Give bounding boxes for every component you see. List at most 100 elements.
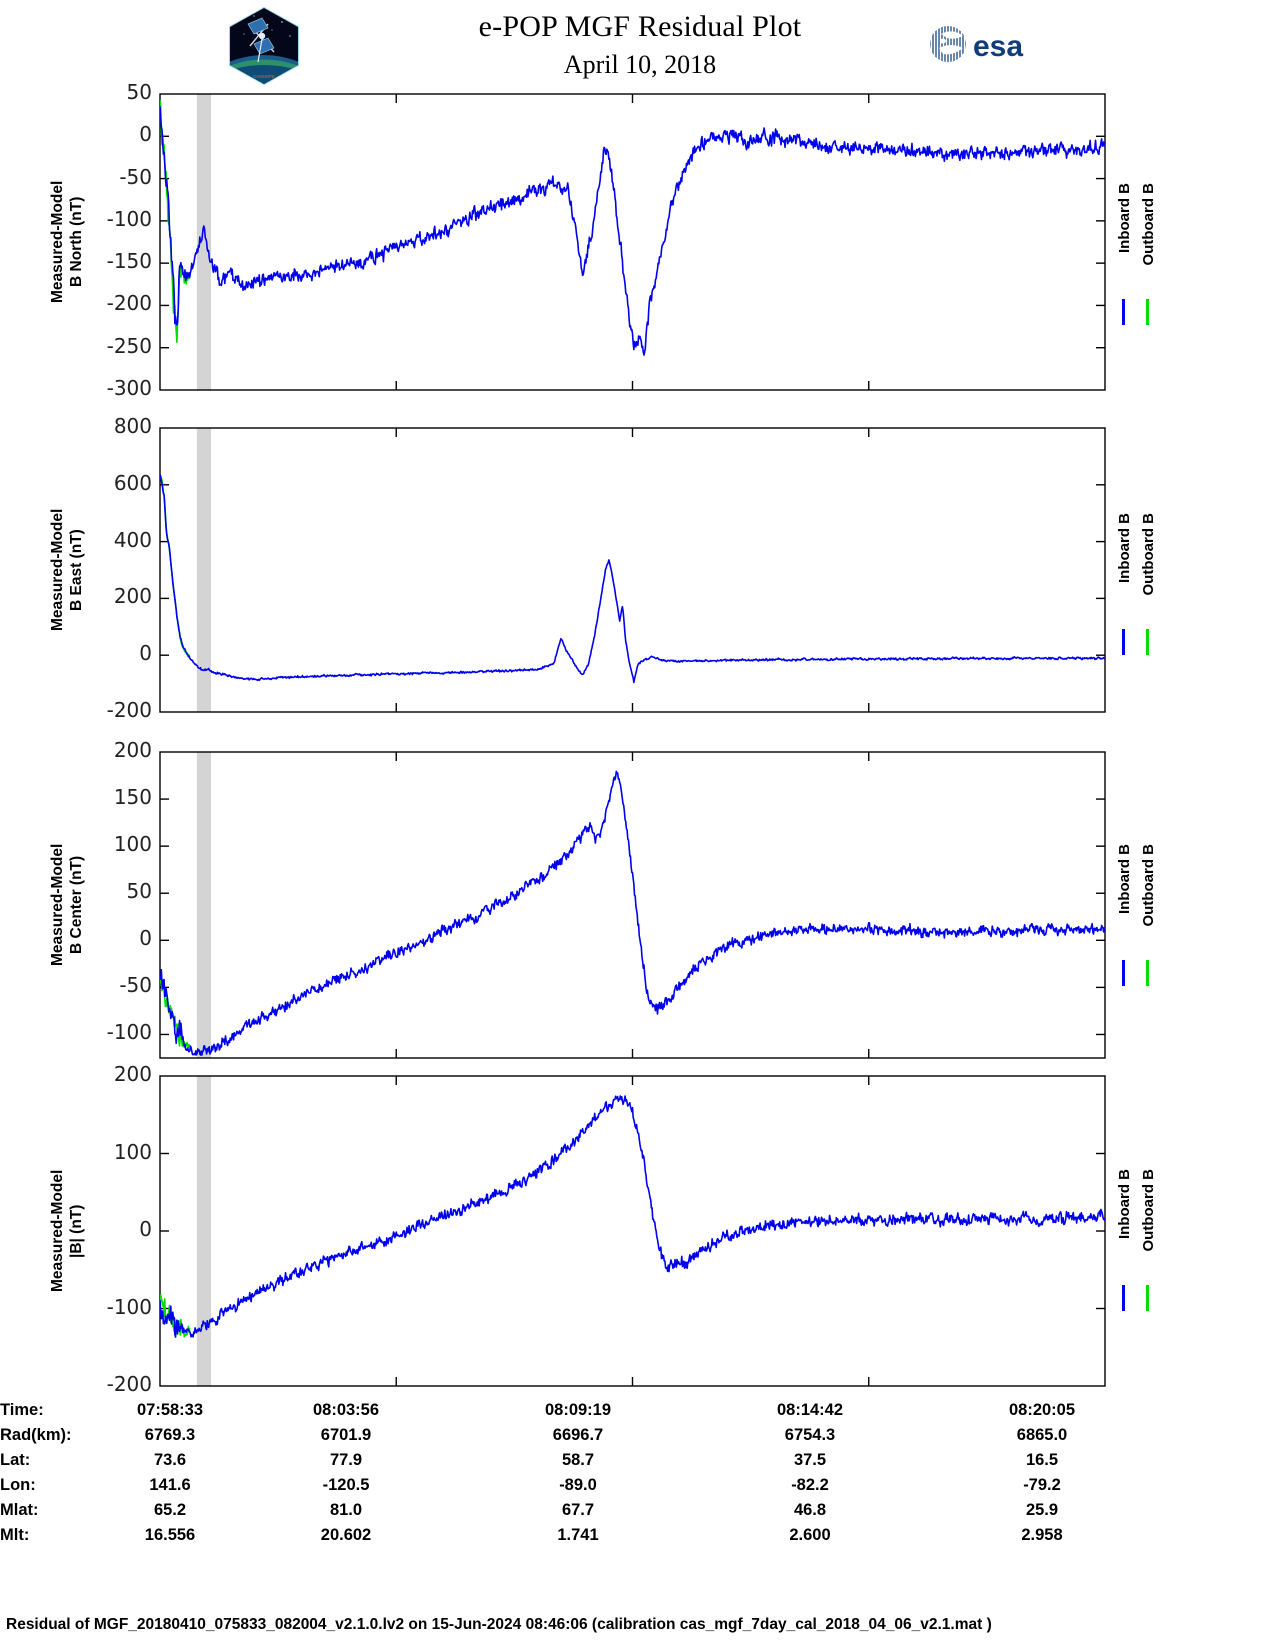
y-tick-label: 800 [113,414,152,438]
legend-swatch-inboard-b [1122,629,1125,656]
legend-label-inboard-b: Inboard B [1116,182,1133,253]
y-tick-label: 400 [113,527,152,552]
y-tick-label: 100 [113,1139,152,1164]
y-tick-label: 150 [113,785,152,810]
plot-frame [159,751,1106,1059]
table-row-label: Time: [0,1401,44,1419]
ephemeris-table: Time: 07:58:33 08:03:56 08:09:19 08:14:42 08:… [0,1398,1275,1548]
table-cell: -89.0 [559,1476,597,1494]
plot-frame [159,93,1106,391]
table-cell: 2.958 [1021,1526,1063,1544]
plot-area-panel-1 [159,93,1106,391]
shaded-time-band [196,1076,212,1386]
table-cell: 08:03:56 [312,1401,380,1419]
y-tick-label: 200 [113,738,152,762]
legend-swatch-outboard-b [1146,298,1149,325]
plot-frame [159,427,1106,713]
y-tick-label: 0 [139,926,152,951]
trace-inboard-b [160,770,1105,1056]
y-tick-label: -200 [106,1372,152,1396]
y-tick-label: 200 [113,584,152,609]
trace-inboard-b [160,474,1105,684]
table-cell: -120.5 [322,1476,370,1494]
y-tick-label: -100 [106,206,152,231]
shaded-time-band [196,428,212,712]
table-cell: 08:14:42 [776,1401,844,1419]
y-tick-label: -150 [106,249,152,274]
y-tick-label: 600 [113,470,152,495]
table-row: Rad(km): 6769.3 6701.9 6696.7 6754.3 6865.0 [0,1423,1158,1448]
page-subtitle: April 10, 2018 [563,50,717,79]
plot-frame [159,1075,1106,1387]
table-row-label: Mlt: [0,1526,30,1544]
table-cell: 16.556 [144,1526,196,1544]
y-tick-label: -200 [106,291,152,316]
shaded-time-band [196,94,212,390]
table-cell: 6701.9 [320,1426,372,1444]
y-tick-label: -100 [106,1020,152,1045]
table-cell: 16.5 [1025,1451,1059,1469]
table-cell: -79.2 [1023,1476,1061,1494]
trace-inboard-b [160,1095,1105,1338]
table-cell: 6754.3 [784,1426,836,1444]
plot-panel-2: Measured-Model B East (nT) 800 600 400 200 0-… [0,414,1275,722]
y-tick-label: 200 [113,1062,152,1086]
table-cell: 6865.0 [1016,1426,1068,1444]
plot-area-panel-2 [159,427,1106,713]
y-tick-label: -50 [119,973,152,998]
table-cell: 6696.7 [552,1426,604,1444]
table-row: Time: 07:58:33 08:03:56 08:09:19 08:14:42 08:… [0,1398,1158,1423]
esa-logo: esa [930,26,1023,63]
y-tick-label: 50 [126,80,152,104]
cassiope-mission-logo: CASSIOPE [229,6,299,86]
legend-swatch-inboard-b [1122,959,1125,986]
plot-panel-4: Measured-Model |B| (nT) 200 100 0 -100 -200 In… [0,1062,1275,1396]
legend-label-outboard-b: Outboard B [1140,843,1157,927]
legend-label-outboard-b: Outboard B [1140,513,1157,596]
plot-panel-3: Measured-Model B Center (nT) 200 150 100 50 0… [0,738,1275,1060]
y-tick-label: -200 [106,698,152,722]
plot-panel-1: Measured-Model B North (nT) 50 0 -50 -100 -15… [0,80,1275,400]
legend-swatch-outboard-b [1146,629,1149,656]
y-tick-label: -50 [119,164,152,189]
y-tick-label: 0 [139,122,152,147]
table-row-label: Rad(km): [0,1426,72,1444]
table-cell: 08:20:05 [1008,1401,1076,1419]
table-row: Lat: 73.6 77.9 58.7 37.5 16.5 [0,1448,1158,1473]
table-cell: -82.2 [791,1476,829,1494]
y-tick-label: 100 [113,832,152,857]
page-header: CASSIOPE e-POP MGF Residual Plot April 1… [0,0,1275,92]
y-tick-label: -100 [106,1294,152,1319]
trace-inboard-b [160,106,1105,356]
plot-area-panel-4 [159,1075,1106,1387]
title-block: e-POP MGF Residual Plot April 10, 2018 [300,10,980,80]
table-cell: 2.600 [789,1526,831,1544]
legend-label-inboard-b: Inboard B [1116,1169,1133,1239]
y-tick-label: -250 [106,333,152,358]
table-cell: 67.7 [561,1501,595,1519]
table-cell: 25.9 [1025,1501,1059,1519]
trace-outboard-b [160,978,190,1049]
table-cell: 6769.3 [144,1426,196,1444]
table-row: Lon: 141.6 -120.5 -89.0 -82.2 -79.2 [0,1473,1158,1498]
legend-swatch-outboard-b [1146,959,1149,986]
table-cell: 37.5 [793,1451,827,1469]
y-tick-label: 0 [139,1217,152,1241]
y-tick-label: -300 [106,376,152,400]
table-row-label: Lon: [0,1476,36,1494]
legend-swatch-inboard-b [1122,1285,1125,1311]
table-cell: 1.741 [557,1526,599,1544]
legend-label-outboard-b: Outboard B [1140,1169,1157,1252]
table-row-label: Mlat: [0,1501,39,1519]
table-cell: 81.0 [329,1501,363,1519]
legend-label-outboard-b: Outboard B [1140,182,1157,266]
table-cell: 73.6 [153,1451,187,1469]
table-cell: 46.8 [793,1501,827,1519]
y-tick-label: 0 [139,641,152,666]
table-cell: 58.7 [561,1451,595,1469]
plot-area-panel-3 [159,751,1106,1059]
footer-note: Residual of MGF_20180410_075833_082004_v… [6,1616,992,1633]
table-cell: 07:58:33 [136,1401,204,1419]
legend-swatch-outboard-b [1146,1285,1149,1311]
shaded-time-band [196,752,212,1058]
